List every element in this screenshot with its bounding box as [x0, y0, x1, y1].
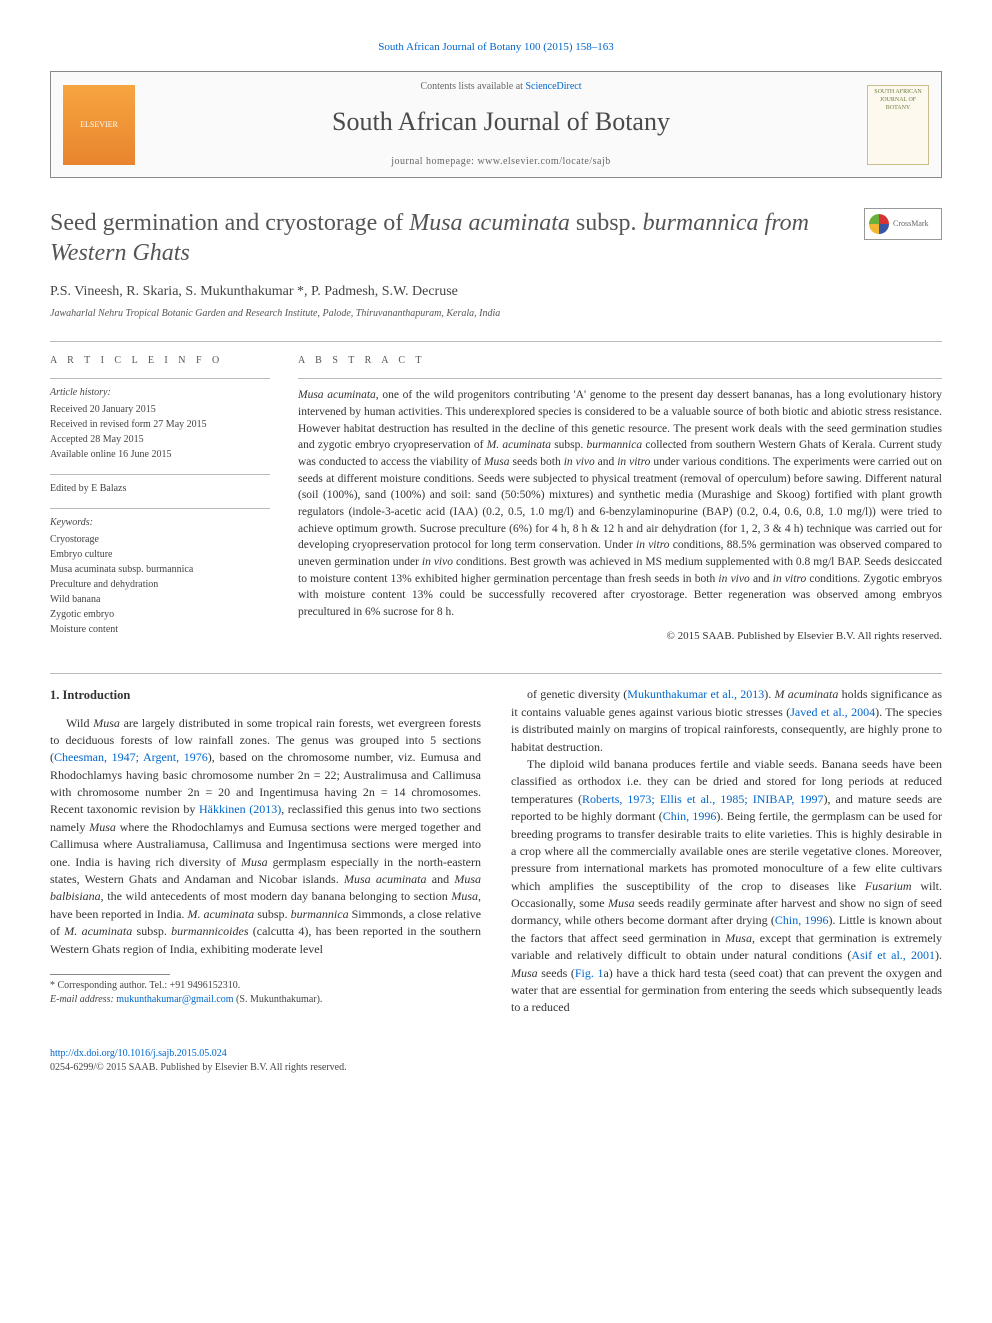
elsevier-logo: ELSEVIER: [63, 85, 135, 165]
journal-name: South African Journal of Botany: [135, 104, 867, 140]
divider: [50, 673, 942, 674]
journal-header: ELSEVIER Contents lists available at Sci…: [50, 71, 942, 177]
journal-reference: South African Journal of Botany 100 (201…: [50, 40, 942, 55]
history-line: Received 20 January 2015: [50, 402, 270, 417]
corresponding-author-footnote: * Corresponding author. Tel.: +91 949615…: [50, 979, 481, 1008]
divider: [50, 341, 942, 342]
abstract-copyright: © 2015 SAAB. Published by Elsevier B.V. …: [298, 629, 942, 644]
citation-link[interactable]: Chin, 1996: [663, 809, 717, 823]
keyword: Musa acuminata subsp. burmannica: [50, 562, 270, 577]
article-info-column: a r t i c l e i n f o Article history: R…: [50, 354, 270, 649]
homepage-prefix: journal homepage:: [391, 156, 477, 167]
keyword: Cryostorage: [50, 532, 270, 547]
keyword: Wild banana: [50, 592, 270, 607]
body-column-left: 1. Introduction Wild Musa are largely di…: [50, 686, 481, 1016]
header-center: Contents lists available at ScienceDirec…: [135, 80, 867, 168]
keywords-block: Keywords: Cryostorage Embryo culture Mus…: [50, 508, 270, 637]
title-text-1: Seed germination and cryostorage of: [50, 210, 409, 236]
history-label: Article history:: [50, 385, 270, 400]
body-column-right: of genetic diversity (Mukunthakumar et a…: [511, 686, 942, 1016]
crossmark-label: CrossMark: [893, 218, 929, 229]
article-history-block: Article history: Received 20 January 201…: [50, 378, 270, 462]
title-italic-1: Musa acuminata: [409, 210, 570, 236]
page-footer: http://dx.doi.org/10.1016/j.sajb.2015.05…: [50, 1047, 942, 1075]
footnote-email-link[interactable]: mukunthakumar@gmail.com: [116, 994, 233, 1005]
citation-link[interactable]: Häkkinen (2013): [199, 802, 281, 816]
crossmark-icon: [869, 214, 889, 234]
title-text-2: subsp.: [570, 210, 643, 236]
keyword-italic: Musa acuminata subsp. burmannica: [50, 564, 193, 575]
issn-copyright: 0254-6299/© 2015 SAAB. Published by Else…: [50, 1062, 347, 1073]
citation-link[interactable]: Roberts, 1973; Ellis et al., 1985; INIBA…: [582, 792, 823, 806]
affiliation: Jawaharlal Nehru Tropical Botanic Garden…: [50, 307, 942, 321]
body-two-column: 1. Introduction Wild Musa are largely di…: [50, 686, 942, 1016]
authors-list: P.S. Vineesh, R. Skaria, S. Mukunthakuma…: [50, 282, 942, 302]
edited-by-block: Edited by E Balazs: [50, 474, 270, 496]
keyword: Embryo culture: [50, 547, 270, 562]
citation-link[interactable]: Asif et al., 2001: [851, 948, 935, 962]
citation-link[interactable]: Mukunthakumar et al., 2013: [627, 687, 764, 701]
journal-reference-link[interactable]: South African Journal of Botany 100 (201…: [378, 41, 614, 53]
footnote-tel: * Corresponding author. Tel.: +91 949615…: [50, 979, 481, 994]
contents-prefix: Contents lists available at: [420, 81, 525, 92]
abstract-text: Musa acuminata, one of the wild progenit…: [298, 378, 942, 620]
homepage-line: journal homepage: www.elsevier.com/locat…: [135, 155, 867, 169]
history-line: Available online 16 June 2015: [50, 447, 270, 462]
footnote-email-line: E-mail address: mukunthakumar@gmail.com …: [50, 993, 481, 1008]
intro-paragraph: of genetic diversity (Mukunthakumar et a…: [511, 686, 942, 756]
footnote-email-suffix: (S. Mukunthakumar).: [234, 994, 323, 1005]
keyword: Preculture and dehydration: [50, 577, 270, 592]
doi-link[interactable]: http://dx.doi.org/10.1016/j.sajb.2015.05…: [50, 1048, 227, 1059]
history-line: Received in revised form 27 May 2015: [50, 417, 270, 432]
citation-link[interactable]: Javed et al., 2004: [790, 705, 875, 719]
keywords-label: Keywords:: [50, 515, 270, 530]
article-title: Seed germination and cryostorage of Musa…: [50, 208, 846, 268]
keyword: Zygotic embryo: [50, 607, 270, 622]
keyword: Moisture content: [50, 622, 270, 637]
citation-link[interactable]: Fig. 1: [575, 966, 604, 980]
abstract-column: a b s t r a c t Musa acuminata, one of t…: [298, 354, 942, 649]
intro-paragraph: The diploid wild banana produces fertile…: [511, 756, 942, 1017]
contents-line: Contents lists available at ScienceDirec…: [135, 80, 867, 94]
history-line: Accepted 28 May 2015: [50, 432, 270, 447]
section-heading-intro: 1. Introduction: [50, 686, 481, 704]
homepage-url: www.elsevier.com/locate/sajb: [477, 156, 610, 167]
article-info-heading: a r t i c l e i n f o: [50, 354, 270, 368]
journal-cover-thumbnail: SOUTH AFRICAN JOURNAL OF BOTANY: [867, 85, 929, 165]
footnote-email-label: E-mail address:: [50, 994, 116, 1005]
intro-paragraph: Wild Musa are largely distributed in som…: [50, 715, 481, 958]
abstract-heading: a b s t r a c t: [298, 354, 942, 368]
footnote-divider: [50, 974, 170, 975]
sciencedirect-link[interactable]: ScienceDirect: [525, 81, 581, 92]
citation-link[interactable]: Cheesman, 1947; Argent, 1976: [54, 750, 208, 764]
edited-by: Edited by E Balazs: [50, 481, 270, 496]
crossmark-badge[interactable]: CrossMark: [864, 208, 942, 240]
citation-link[interactable]: Chin, 1996: [775, 913, 829, 927]
